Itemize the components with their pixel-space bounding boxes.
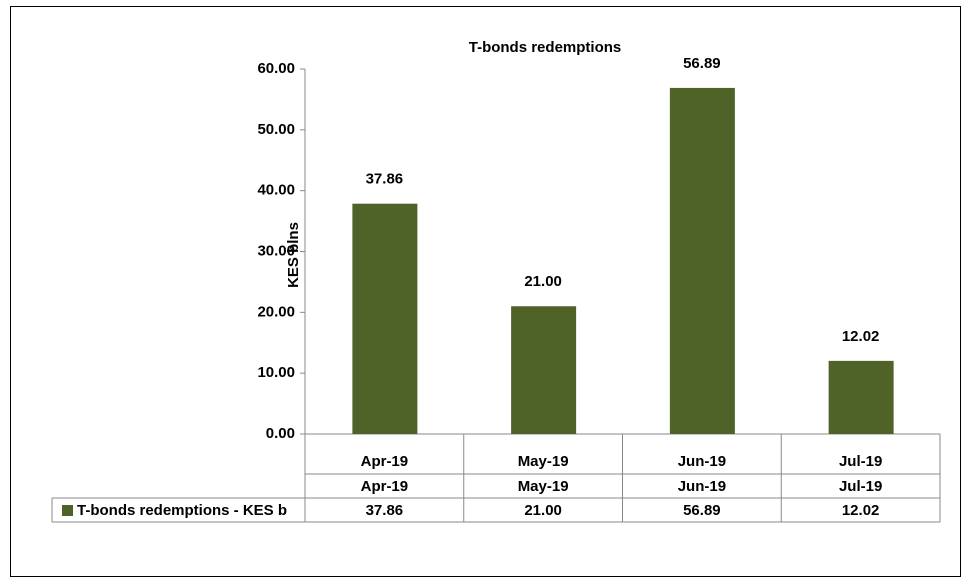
y-tick-label: 20.00 — [257, 303, 295, 320]
x-tick-label: Jun-19 — [678, 453, 726, 470]
bar — [352, 203, 418, 434]
x-tick-label: Jul-19 — [839, 453, 882, 470]
bar — [669, 87, 735, 435]
table-header: Jun-19 — [678, 478, 726, 495]
data-label: 56.89 — [683, 55, 721, 72]
x-tick-label: May-19 — [518, 453, 569, 470]
y-tick-label: 0.00 — [266, 425, 295, 442]
y-axis-label: KES blns — [285, 222, 302, 288]
y-tick-label: 10.00 — [257, 364, 295, 381]
bar — [828, 360, 894, 434]
y-tick-label: 40.00 — [257, 182, 295, 199]
legend-swatch — [62, 505, 73, 516]
y-tick-label: 50.00 — [257, 121, 295, 138]
legend-label: T-bonds redemptions - KES b — [77, 502, 287, 519]
table-header: Jul-19 — [839, 478, 882, 495]
y-tick-label: 60.00 — [257, 60, 295, 77]
table-header: Apr-19 — [361, 478, 409, 495]
bar — [511, 306, 577, 434]
data-label: 12.02 — [842, 328, 880, 345]
table-value: 56.89 — [683, 502, 721, 519]
table-header: May-19 — [518, 478, 569, 495]
chart-border — [10, 6, 961, 577]
y-tick-label: 30.00 — [257, 242, 295, 259]
table-value: 12.02 — [842, 502, 880, 519]
data-label: 21.00 — [524, 273, 562, 290]
chart-title: T-bonds redemptions — [469, 39, 622, 56]
table-value: 37.86 — [366, 502, 404, 519]
data-label: 37.86 — [366, 171, 404, 188]
table-value: 21.00 — [524, 502, 562, 519]
x-tick-label: Apr-19 — [361, 453, 409, 470]
